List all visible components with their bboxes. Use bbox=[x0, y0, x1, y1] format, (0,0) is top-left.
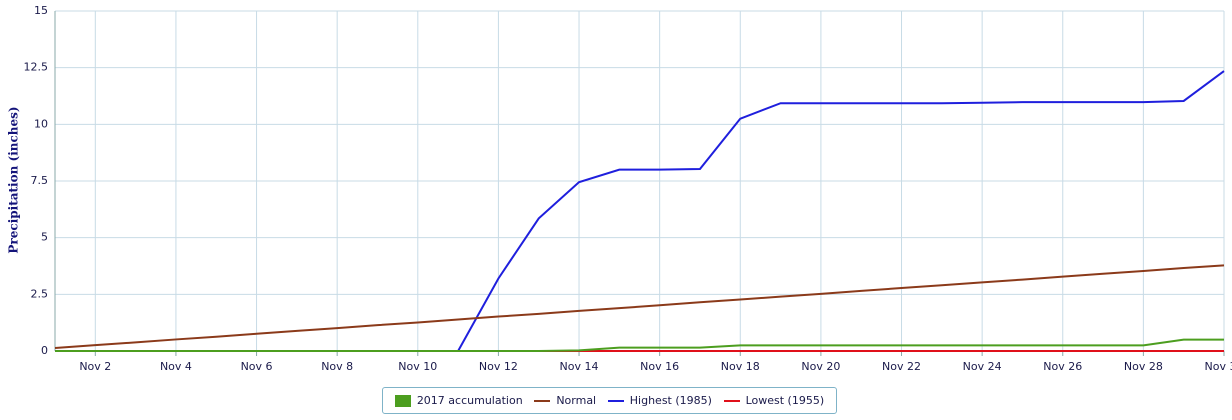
x-tick-label: Nov 24 bbox=[963, 360, 1002, 373]
legend-marker bbox=[607, 399, 624, 402]
x-tick-label: Nov 2 bbox=[79, 360, 111, 373]
legend-marker bbox=[534, 399, 551, 402]
x-tick-label: Nov 28 bbox=[1124, 360, 1163, 373]
x-tick-label: Nov 10 bbox=[398, 360, 437, 373]
x-tick-label: Nov 16 bbox=[640, 360, 679, 373]
y-tick-label: 12.5 bbox=[24, 61, 49, 74]
x-tick-label: Nov 14 bbox=[560, 360, 599, 373]
chart: Precipitation (inches) 0 2.5 5 7.5 10 12.5 15 N… bbox=[7, 4, 1232, 373]
x-tick-label: Nov 20 bbox=[801, 360, 840, 373]
legend-marker bbox=[394, 394, 411, 407]
x-tick-label: Nov 18 bbox=[721, 360, 760, 373]
legend: 2017 accumulation Normal Highest (1985) Low… bbox=[382, 387, 837, 414]
legend-item[interactable]: 2017 accumulation bbox=[394, 394, 523, 407]
legend-item[interactable]: Highest (1985) bbox=[607, 394, 712, 407]
legend-label: 2017 accumulation bbox=[416, 394, 523, 407]
x-tick-label: Nov 4 bbox=[160, 360, 192, 373]
x-tick-label: Nov 30 bbox=[1205, 360, 1232, 373]
y-tick-label: 15 bbox=[34, 4, 48, 17]
series-line bbox=[55, 70, 1225, 352]
series-line bbox=[54, 264, 1225, 350]
x-tick-label: Nov 6 bbox=[241, 360, 273, 373]
series-line bbox=[55, 338, 1224, 352]
legend-marker bbox=[723, 399, 740, 402]
y-tick-label: 7.5 bbox=[31, 174, 49, 187]
y-tick-label: 0 bbox=[41, 344, 48, 357]
y-tick-label: 10 bbox=[34, 117, 48, 130]
x-tick-label: Nov 8 bbox=[321, 360, 353, 373]
x-tick-label: Nov 12 bbox=[479, 360, 518, 373]
legend-label: Normal bbox=[556, 394, 597, 407]
x-tick-label: Nov 22 bbox=[882, 360, 921, 373]
legend-label: Lowest (1955) bbox=[745, 394, 825, 407]
legend-item[interactable]: Lowest (1955) bbox=[723, 394, 825, 407]
legend-label: Highest (1985) bbox=[629, 394, 712, 407]
x-tick-label: Nov 26 bbox=[1043, 360, 1082, 373]
y-axis-label: Precipitation (inches) bbox=[7, 106, 21, 253]
y-tick-label: 5 bbox=[41, 231, 48, 244]
y-tick-label: 2.5 bbox=[31, 287, 49, 300]
legend-item[interactable]: Normal bbox=[534, 394, 596, 407]
